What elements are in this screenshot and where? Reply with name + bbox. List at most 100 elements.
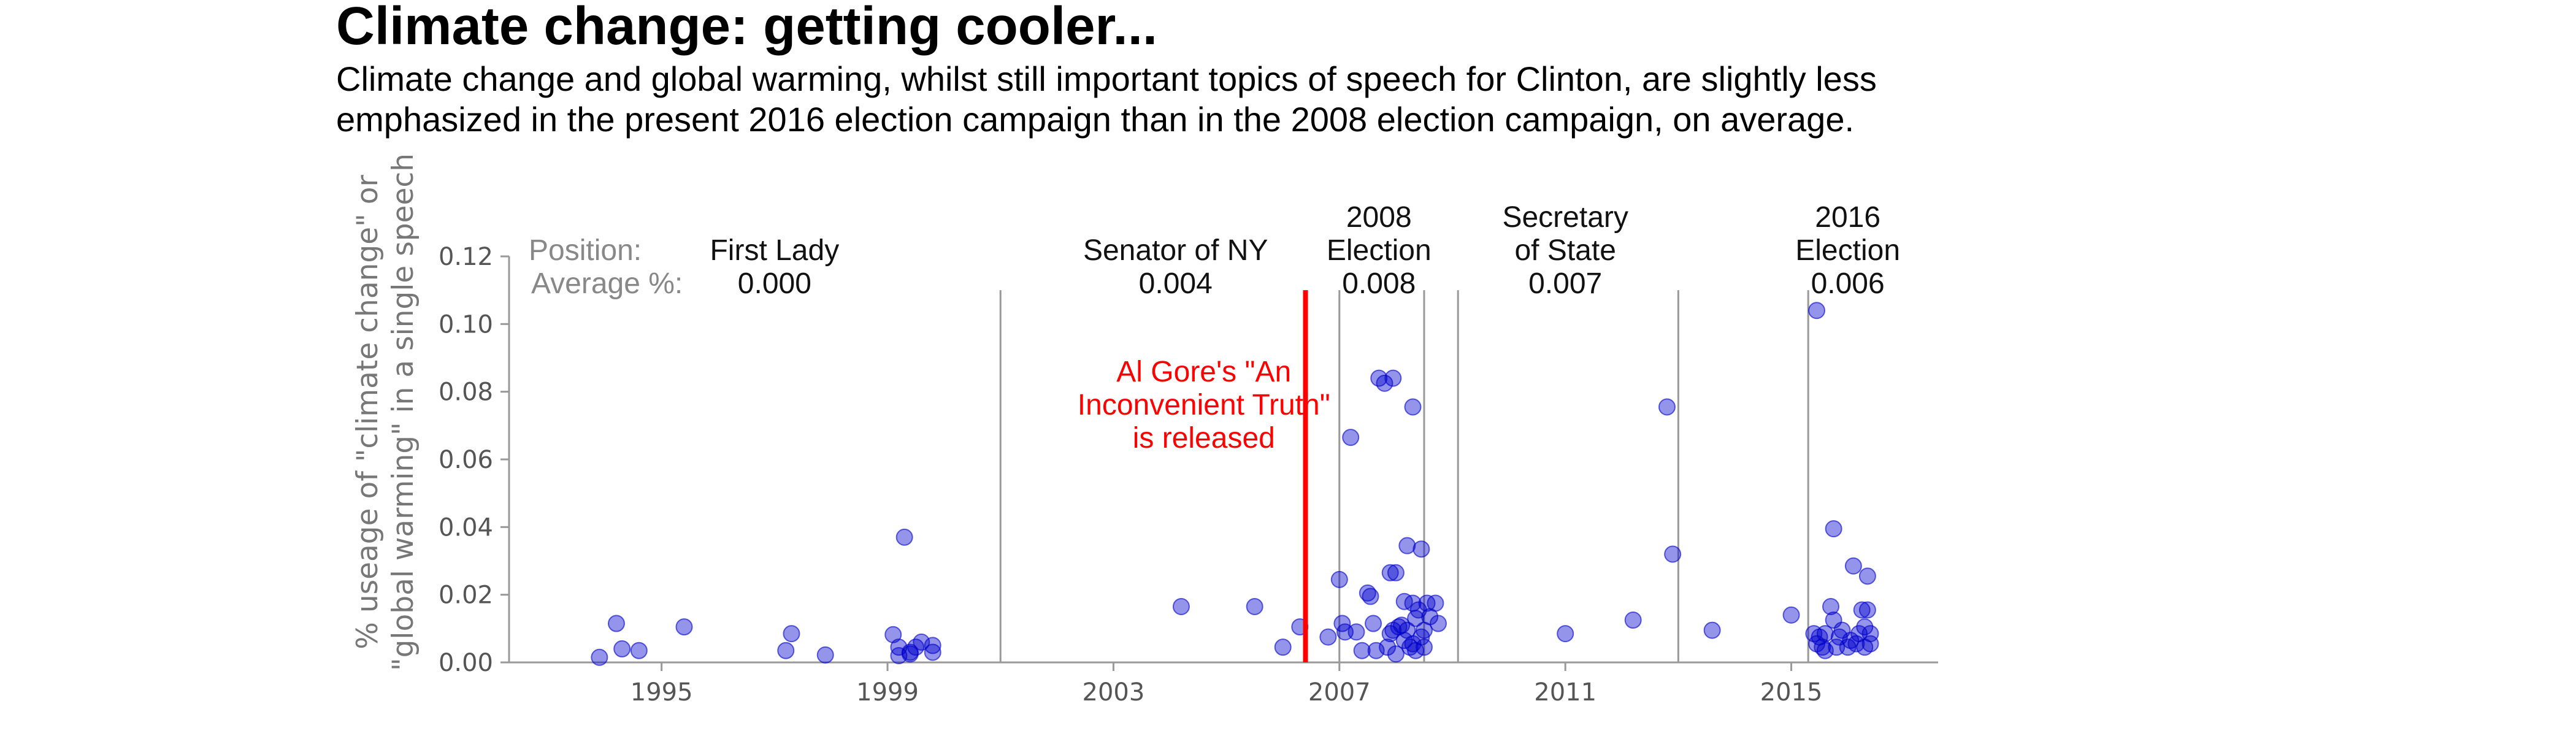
data-point [1342, 429, 1360, 447]
data-point [1395, 632, 1413, 650]
data-point [1825, 520, 1842, 538]
data-point [1844, 557, 1862, 575]
data-point [1404, 398, 1422, 416]
period-name: Election [1795, 234, 1900, 267]
y-tick-label: 0.04 [439, 513, 493, 542]
data-point [1861, 625, 1879, 643]
y-tick-label: 0.12 [439, 243, 493, 271]
period-name: Election [1327, 234, 1432, 267]
axes-layer: 0.00 0.02 0.04 0.06 0.08 0.10 0.12 1995 1999 2003… [439, 243, 1938, 707]
annotation-text: Inconvenient Truth" [1078, 389, 1330, 421]
data-point [1398, 537, 1416, 554]
data-point [1384, 369, 1402, 387]
data-point [901, 645, 919, 663]
data-point [1330, 570, 1348, 588]
period-name: of State [1514, 234, 1616, 267]
y-tick-label: 0.02 [439, 581, 493, 610]
data-point [613, 640, 631, 657]
x-tick-label: 1999 [856, 678, 919, 707]
y-axis-title-line-2: "global warming" in a single speech [386, 153, 420, 671]
period-average: 0.006 [1811, 267, 1885, 300]
data-point [607, 615, 625, 632]
data-point [1807, 302, 1825, 320]
annotation-text: Al Gore's "An [1116, 356, 1291, 388]
data-point [1367, 642, 1385, 659]
y-tick-label: 0.08 [439, 378, 493, 407]
data-point [1415, 638, 1433, 656]
x-tick-label: 2007 [1308, 678, 1371, 707]
data-point [1319, 628, 1337, 646]
data-point [1782, 606, 1800, 624]
data-point [1246, 597, 1263, 615]
period-name: 2016 [1815, 201, 1880, 234]
data-points [591, 302, 1879, 666]
x-tick-label: 2003 [1083, 678, 1145, 707]
data-point [1376, 374, 1393, 392]
data-point [1822, 597, 1840, 615]
x-tick-label: 2015 [1760, 678, 1823, 707]
data-point [630, 642, 648, 659]
data-point [1413, 540, 1430, 558]
period-name: Senator of NY [1083, 234, 1268, 267]
x-tick-label: 2011 [1534, 678, 1597, 707]
data-point [1381, 564, 1399, 581]
data-point [816, 646, 834, 664]
data-point [1365, 615, 1382, 632]
data-point [1427, 594, 1444, 612]
data-point [924, 643, 941, 661]
data-point [1395, 592, 1413, 610]
data-point [783, 625, 800, 643]
data-point [1429, 615, 1447, 632]
period-average: 0.004 [1139, 267, 1213, 300]
period-name: Secretary [1502, 201, 1628, 234]
data-point [1853, 601, 1871, 619]
data-point [1703, 621, 1721, 639]
data-point [895, 528, 913, 546]
data-point [1362, 588, 1379, 605]
x-tick-label: 1995 [631, 678, 693, 707]
y-tick-label: 0.10 [439, 310, 493, 339]
data-point [884, 626, 902, 643]
data-point [591, 648, 608, 666]
data-point [1861, 635, 1879, 653]
data-point [1353, 642, 1371, 659]
chart-subtitle-line-2: emphasized in the present 2016 election … [336, 100, 1854, 139]
data-point [777, 642, 795, 659]
chart-subtitle-line-1: Climate change and global warming, whils… [336, 59, 1877, 98]
data-point [1664, 545, 1682, 563]
annotation-text: is released [1133, 422, 1275, 454]
data-point [1856, 618, 1874, 636]
data-point [1557, 625, 1574, 643]
data-point [1816, 642, 1834, 659]
y-axis-title-line-1: % useage of "climate change" or [351, 175, 385, 650]
y-tick-label: 0.06 [439, 446, 493, 474]
data-point [1658, 398, 1676, 416]
data-point [1347, 623, 1365, 641]
data-point [1858, 567, 1876, 585]
header-position-label: Position: [529, 234, 642, 267]
data-point [924, 637, 941, 654]
period-average: 0.007 [1528, 267, 1602, 300]
period-dividers [999, 290, 1809, 662]
y-tick-label: 0.00 [439, 649, 493, 677]
data-point [1172, 597, 1190, 615]
data-point [1847, 635, 1865, 653]
data-point [1816, 625, 1834, 643]
data-point [1624, 611, 1642, 629]
data-point [1858, 601, 1876, 619]
period-average: 0.008 [1342, 267, 1416, 300]
data-point [1387, 645, 1405, 663]
data-point [675, 618, 693, 636]
data-point [913, 633, 930, 651]
data-point [1274, 638, 1292, 656]
period-name: 2008 [1346, 201, 1412, 234]
period-name: First Lady [710, 234, 839, 267]
data-point [1387, 564, 1405, 581]
chart-title: Climate change: getting cooler... [336, 0, 1157, 56]
y-axis-title: % useage of "climate change" or "global … [351, 153, 420, 671]
period-average: 0.000 [738, 267, 811, 300]
header-average-label: Average %: [531, 267, 683, 300]
